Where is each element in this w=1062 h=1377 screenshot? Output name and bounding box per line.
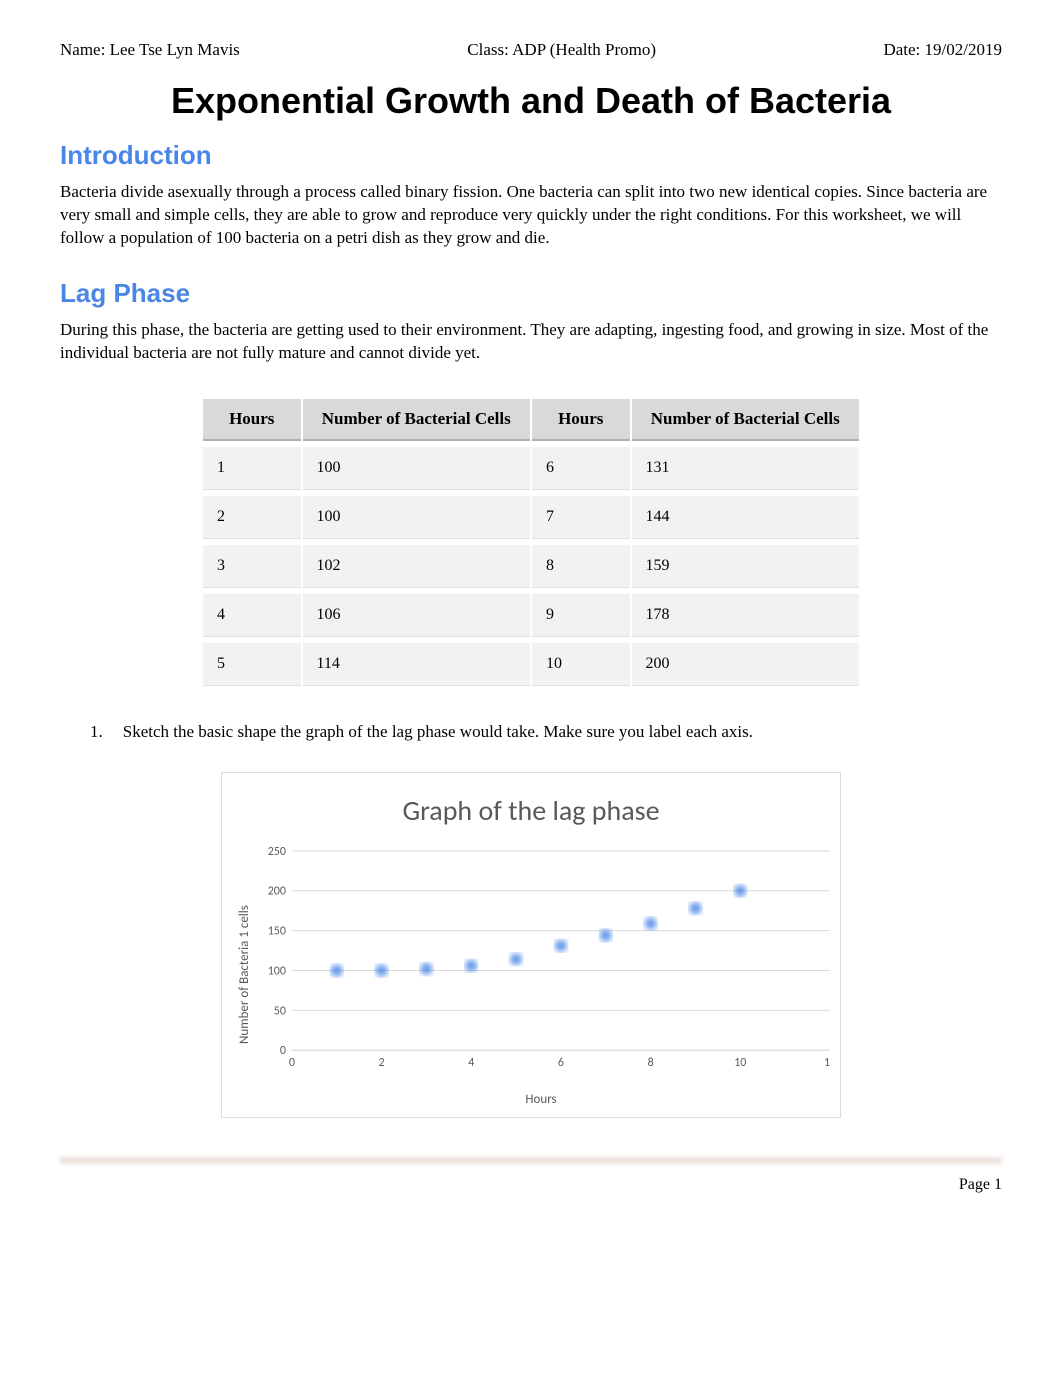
plot-area: 0 50 100 150 200 250 0 2 4 6 8 10 12 Hours: [252, 843, 830, 1107]
table-cell: 3: [203, 545, 301, 588]
question-number: 1.: [90, 722, 103, 742]
name-label: Name:: [60, 40, 105, 59]
svg-text:0: 0: [280, 1044, 286, 1058]
table-cell: 9: [532, 594, 630, 637]
table-cell: 6: [532, 447, 630, 490]
class-field: Class: ADP (Health Promo): [467, 40, 656, 60]
svg-text:250: 250: [268, 845, 286, 859]
table-cell: 102: [303, 545, 531, 588]
table-cell: 4: [203, 594, 301, 637]
table-row: 511410200: [203, 643, 859, 686]
lag-heading: Lag Phase: [60, 278, 1002, 309]
class-value: ADP (Health Promo): [512, 40, 656, 59]
lag-phase-chart: Graph of the lag phase Number of Bacteri…: [221, 772, 841, 1118]
question-1: 1. Sketch the basic shape the graph of t…: [60, 722, 1002, 742]
table-row: 11006131: [203, 447, 859, 490]
name-field: Name: Lee Tse Lyn Mavis: [60, 40, 240, 60]
table-cell: 144: [632, 496, 860, 539]
col-header-hours-1: Hours: [203, 399, 301, 441]
lag-text: During this phase, the bacteria are gett…: [60, 319, 1002, 365]
svg-text:200: 200: [268, 884, 286, 898]
table-cell: 5: [203, 643, 301, 686]
table-cell: 114: [303, 643, 531, 686]
table-cell: 131: [632, 447, 860, 490]
svg-text:8: 8: [648, 1056, 654, 1070]
chart-svg: 0 50 100 150 200 250 0 2 4 6 8 10 12: [252, 843, 830, 1083]
table-header-row: Hours Number of Bacterial Cells Hours Nu…: [203, 399, 859, 441]
table-cell: 106: [303, 594, 531, 637]
col-header-hours-2: Hours: [532, 399, 630, 441]
x-axis-label: Hours: [252, 1092, 830, 1107]
page-label: Page: [959, 1176, 990, 1193]
svg-text:2: 2: [379, 1056, 385, 1070]
table-row: 21007144: [203, 496, 859, 539]
intro-text: Bacteria divide asexually through a proc…: [60, 181, 1002, 250]
svg-text:50: 50: [274, 1004, 286, 1018]
table-cell: 200: [632, 643, 860, 686]
name-value: Lee Tse Lyn Mavis: [110, 40, 240, 59]
table-cell: 178: [632, 594, 860, 637]
svg-text:12: 12: [824, 1056, 830, 1070]
svg-text:10: 10: [734, 1056, 746, 1070]
table-cell: 100: [303, 496, 531, 539]
date-label: Date:: [883, 40, 920, 59]
table-row: 41069178: [203, 594, 859, 637]
svg-text:100: 100: [268, 964, 286, 978]
svg-text:4: 4: [468, 1056, 474, 1070]
col-header-cells-2: Number of Bacterial Cells: [632, 399, 860, 441]
page-num-value: 1: [994, 1176, 1002, 1193]
table-row: 31028159: [203, 545, 859, 588]
chart-body: Number of Bacteria 1 cells 0501001502002…: [232, 843, 830, 1107]
page-number: Page 1: [60, 1176, 1002, 1194]
document-title: Exponential Growth and Death of Bacteria: [60, 80, 1002, 122]
date-value: 19/02/2019: [925, 40, 1002, 59]
intro-heading: Introduction: [60, 140, 1002, 171]
table-cell: 10: [532, 643, 630, 686]
table-cell: 159: [632, 545, 860, 588]
document-header: Name: Lee Tse Lyn Mavis Class: ADP (Heal…: [60, 40, 1002, 60]
question-text: Sketch the basic shape the graph of the …: [123, 722, 753, 742]
lag-data-table: Hours Number of Bacterial Cells Hours Nu…: [201, 393, 861, 692]
table-cell: 1: [203, 447, 301, 490]
lag-phase-section: Lag Phase During this phase, the bacteri…: [60, 278, 1002, 692]
class-label: Class:: [467, 40, 509, 59]
svg-text:150: 150: [268, 924, 286, 938]
table-cell: 8: [532, 545, 630, 588]
table-cell: 100: [303, 447, 531, 490]
svg-text:6: 6: [558, 1056, 564, 1070]
page-divider: [60, 1158, 1002, 1164]
col-header-cells-1: Number of Bacterial Cells: [303, 399, 531, 441]
chart-title: Graph of the lag phase: [232, 793, 830, 828]
y-axis-label: Number of Bacteria 1 cells: [232, 843, 252, 1107]
svg-text:0: 0: [289, 1056, 295, 1070]
date-field: Date: 19/02/2019: [883, 40, 1002, 60]
table-cell: 2: [203, 496, 301, 539]
table-cell: 7: [532, 496, 630, 539]
